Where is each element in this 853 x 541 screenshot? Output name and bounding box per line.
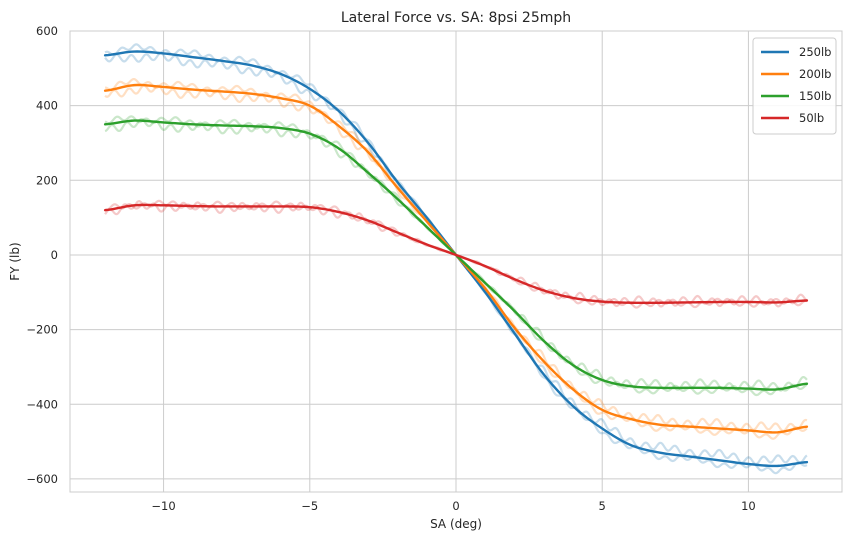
y-tick-label: 600	[36, 24, 58, 38]
series-lines	[103, 50, 809, 468]
legend-label: 50lb	[799, 111, 824, 125]
legend-label: 150lb	[799, 89, 831, 103]
x-tick-label: 10	[741, 499, 756, 513]
y-axis-label: FY (lb)	[8, 242, 22, 280]
y-tick-label: 0	[51, 248, 58, 262]
x-tick-label: 5	[599, 499, 606, 513]
y-tick-label: −200	[26, 323, 58, 337]
x-axis-ticks: −10 −5 0 5 10	[151, 499, 755, 513]
legend: 250lb 200lb 150lb 50lb	[752, 37, 837, 135]
x-tick-label: −10	[151, 499, 175, 513]
y-tick-label: 200	[36, 173, 58, 187]
x-axis-label: SA (deg)	[430, 517, 482, 531]
gridlines	[70, 30, 842, 492]
series-line-50lb	[103, 203, 809, 305]
x-tick-label: −5	[301, 499, 318, 513]
x-tick-label: 0	[452, 499, 459, 513]
legend-label: 200lb	[799, 67, 831, 81]
y-tick-label: −400	[26, 397, 58, 411]
y-tick-label: −600	[26, 472, 58, 486]
y-axis-ticks: −600 −400 −200 0 200 400 600	[26, 24, 58, 486]
legend-label: 250lb	[799, 45, 831, 59]
legend-box	[752, 37, 837, 135]
chart-title: Lateral Force vs. SA: 8psi 25mph	[341, 10, 571, 26]
y-tick-label: 400	[36, 99, 58, 113]
